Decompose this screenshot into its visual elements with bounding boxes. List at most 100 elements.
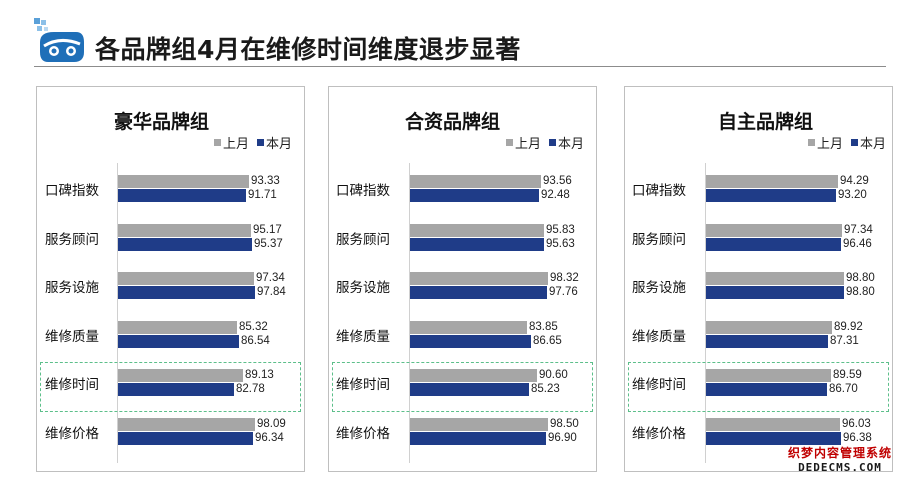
- category-axis: [117, 163, 118, 463]
- bar-this-month: [410, 237, 544, 251]
- category-label: 维修价格: [336, 425, 390, 442]
- data-label: 95.37: [254, 237, 283, 250]
- bar-last-month: [706, 223, 842, 237]
- data-label: 85.23: [531, 383, 560, 395]
- bar-this-month: [706, 189, 836, 202]
- legend-label: 上月: [816, 137, 843, 152]
- data-label: 98.80: [846, 272, 875, 284]
- data-label: 94.29: [840, 175, 869, 187]
- legend-swatch: [850, 139, 858, 146]
- chart-panel-1: 豪华品牌组 上月 本月 口碑指数 93.33 91.71 服务顾问 95.17 95.37 服务设…: [36, 86, 305, 472]
- chart-legend: 上月 本月: [807, 133, 886, 152]
- data-label: 86.65: [533, 334, 562, 347]
- bar-this-month: [410, 189, 539, 202]
- legend-label: 本月: [557, 137, 584, 152]
- data-label: 89.59: [833, 369, 862, 381]
- data-label: 83.85: [529, 320, 558, 333]
- data-label: 97.34: [844, 223, 873, 236]
- bar-last-month: [118, 417, 255, 431]
- legend-item: 本月: [256, 133, 292, 152]
- category-axis: [409, 163, 410, 463]
- bar-last-month: [410, 417, 548, 431]
- legend-swatch: [256, 139, 264, 146]
- data-label: 97.76: [549, 286, 578, 298]
- legend-swatch: [548, 139, 556, 146]
- data-label: 93.20: [838, 189, 867, 201]
- bar-this-month: [118, 383, 234, 396]
- data-label: 96.38: [843, 431, 872, 444]
- category-label: 维修时间: [45, 377, 99, 393]
- bar-last-month: [706, 369, 831, 382]
- car-logo-icon: [34, 18, 84, 62]
- watermark-line2: DEDECMS.COM: [798, 461, 882, 474]
- data-label: 93.56: [543, 175, 572, 187]
- legend-label: 上月: [222, 137, 249, 152]
- bar-last-month: [118, 369, 243, 382]
- data-label: 97.34: [256, 272, 285, 284]
- bar-last-month: [410, 320, 527, 334]
- category-axis: [705, 163, 706, 463]
- category-label: 维修时间: [336, 377, 390, 393]
- data-label: 86.70: [829, 383, 858, 395]
- bar-this-month: [118, 334, 239, 348]
- category-label: 服务设施: [632, 280, 686, 296]
- bar-last-month: [118, 320, 237, 334]
- legend-item: 本月: [548, 133, 584, 152]
- data-label: 95.63: [546, 237, 575, 250]
- bar-this-month: [118, 237, 252, 251]
- bar-this-month: [706, 334, 828, 348]
- data-label: 87.31: [830, 334, 859, 347]
- data-label: 98.32: [550, 272, 579, 284]
- watermark: 织梦内容管理系统 DEDECMS.COM: [788, 444, 892, 474]
- bar-this-month: [410, 431, 546, 445]
- bar-last-month: [118, 223, 251, 237]
- bar-last-month: [706, 417, 840, 431]
- bar-this-month: [706, 237, 841, 251]
- category-label: 维修质量: [632, 328, 686, 345]
- data-label: 89.13: [245, 369, 274, 381]
- legend-label: 本月: [265, 137, 292, 152]
- bar-last-month: [118, 175, 249, 188]
- data-label: 90.60: [539, 369, 568, 381]
- category-label: 维修时间: [632, 377, 686, 393]
- data-label: 95.17: [253, 223, 282, 236]
- category-label: 口碑指数: [336, 183, 390, 199]
- category-label: 服务设施: [336, 280, 390, 296]
- highlight-box: [628, 362, 889, 412]
- bar-this-month: [118, 431, 253, 445]
- data-label: 96.03: [842, 417, 871, 430]
- data-label: 92.48: [541, 189, 570, 201]
- data-label: 96.90: [548, 431, 577, 444]
- data-label: 98.80: [846, 286, 875, 298]
- bar-this-month: [706, 383, 827, 396]
- category-label: 服务顾问: [632, 231, 686, 248]
- legend-swatch: [213, 139, 221, 146]
- legend-item: 上月: [807, 133, 843, 152]
- highlight-box: [332, 362, 593, 412]
- data-label: 98.09: [257, 417, 286, 430]
- bar-last-month: [410, 175, 541, 188]
- bar-this-month: [410, 286, 547, 299]
- watermark-line1: 织梦内容管理系统: [787, 446, 892, 460]
- legend-label: 上月: [514, 137, 541, 152]
- data-label: 98.50: [550, 417, 579, 430]
- bar-last-month: [706, 272, 844, 285]
- category-label: 服务设施: [45, 280, 99, 296]
- data-label: 96.46: [843, 237, 872, 250]
- bar-this-month: [410, 334, 531, 348]
- bar-last-month: [706, 175, 838, 188]
- bar-last-month: [410, 272, 548, 285]
- category-label: 口碑指数: [45, 183, 99, 199]
- legend-swatch: [807, 139, 815, 146]
- category-label: 服务顾问: [336, 231, 390, 248]
- chart-legend: 上月 本月: [505, 133, 584, 152]
- chart-panel-3: 自主品牌组 上月 本月 口碑指数 94.29 93.20 服务顾问 97.34 96.46 服务设…: [624, 86, 893, 472]
- data-label: 95.83: [546, 223, 575, 236]
- bar-last-month: [410, 223, 544, 237]
- data-label: 82.78: [236, 383, 265, 395]
- bar-last-month: [118, 272, 254, 285]
- data-label: 96.34: [255, 431, 284, 444]
- legend-item: 上月: [505, 133, 541, 152]
- legend-item: 本月: [850, 133, 886, 152]
- bar-this-month: [118, 286, 255, 299]
